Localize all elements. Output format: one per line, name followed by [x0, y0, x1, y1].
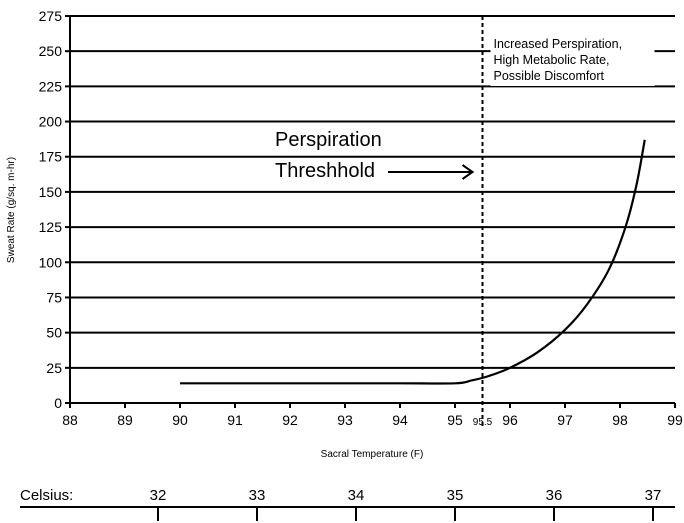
celsius-tick-label: 32 [150, 487, 167, 504]
celsius-scale: Celsius: 32 33 34 35 36 37 [20, 487, 675, 521]
y-tick-label: 25 [46, 360, 62, 376]
y-tick-label: 175 [39, 149, 63, 165]
threshold-annotation-line1: Perspiration [275, 129, 382, 151]
x-tick-label: 95 [447, 412, 463, 428]
x-tick-label: 88 [62, 412, 78, 428]
y-tick-label: 250 [39, 43, 63, 59]
y-tick-label: 100 [39, 254, 63, 270]
region-annotation-line3: Possible Discomfort [494, 69, 605, 83]
y-tick-label: 200 [39, 114, 63, 130]
y-tick-label: 125 [39, 219, 63, 235]
x-tick-label: 92 [282, 412, 298, 428]
sweat-rate-series-line [180, 139, 646, 385]
y-tick-label: 0 [54, 395, 62, 411]
threshold-value-label: 95.5 [473, 417, 493, 428]
y-tick-label: 275 [39, 8, 63, 24]
y-axis-label: Sweat Rate (g/sq. m-hr) [6, 157, 17, 263]
celsius-label: Celsius: [20, 487, 73, 504]
region-annotation-line2: High Metabolic Rate, [494, 53, 610, 67]
x-tick-label: 94 [392, 412, 408, 428]
y-tick-label: 150 [39, 184, 63, 200]
x-tick-label: 90 [172, 412, 188, 428]
x-tick-label: 96 [502, 412, 518, 428]
celsius-tick-label: 34 [348, 487, 365, 504]
celsius-tick-label: 35 [447, 487, 464, 504]
x-axis-label: Sacral Temperature (F) [321, 449, 424, 460]
x-tick-label: 99 [667, 412, 683, 428]
tick-labels: 0 25 50 75 100 125 150 175 200 225 250 275 88 89 90 91 9… [39, 8, 683, 428]
x-tick-label: 93 [337, 412, 353, 428]
celsius-tick-label: 33 [249, 487, 266, 504]
celsius-tick-label: 37 [645, 487, 662, 504]
y-tick-label: 50 [46, 325, 62, 341]
y-tick-label: 75 [46, 289, 62, 305]
x-tick-label: 91 [227, 412, 243, 428]
x-tick-label: 89 [117, 412, 133, 428]
threshold-annotation-line2: Threshhold [275, 160, 375, 182]
x-tick-label: 98 [612, 412, 628, 428]
y-tick-label: 225 [39, 78, 63, 94]
celsius-tick-label: 36 [546, 487, 563, 504]
series-layer [180, 139, 646, 385]
region-annotation-background [490, 32, 655, 86]
arrow-head-icon [461, 164, 475, 180]
axes [65, 15, 676, 408]
x-tick-label: 97 [557, 412, 573, 428]
region-annotation-line1: Increased Perspiration, [494, 37, 623, 51]
